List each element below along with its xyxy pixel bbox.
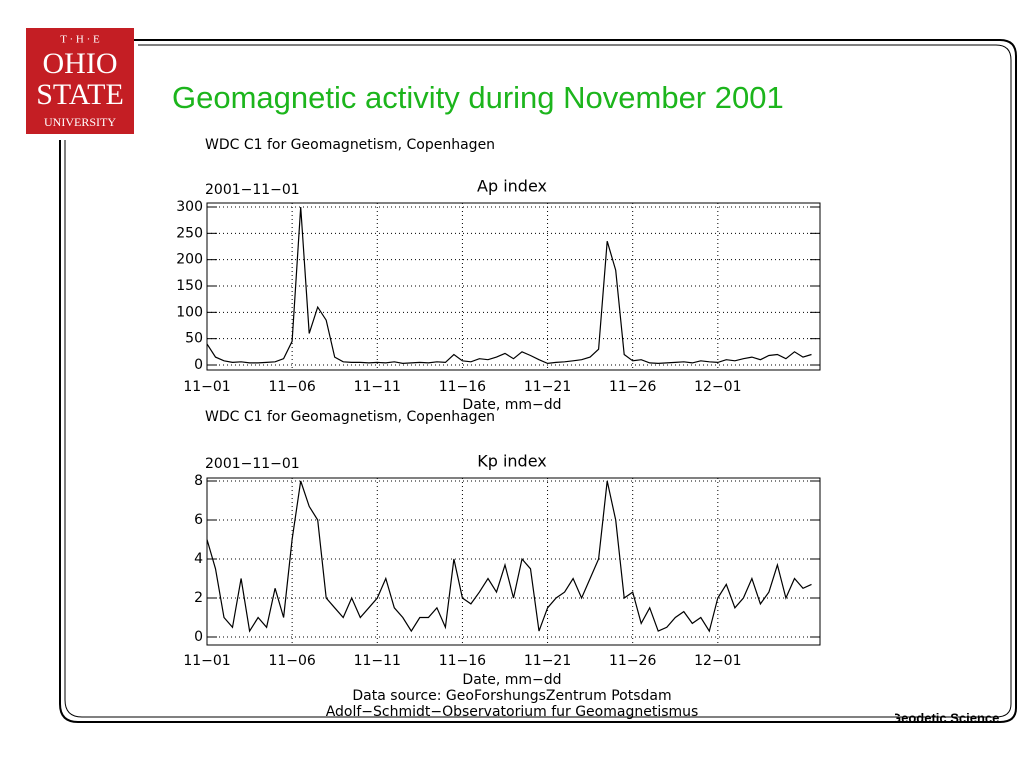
x-tick-label: 11−01 bbox=[183, 379, 230, 395]
x-tick-label: 11−16 bbox=[439, 653, 486, 669]
y-tick-label: 300 bbox=[176, 199, 203, 215]
y-tick-label: 8 bbox=[194, 473, 203, 489]
x-tick-label: 12−01 bbox=[694, 379, 741, 395]
logo: T · H · E OHIO STATE UNIVERSITY bbox=[26, 28, 134, 134]
slide-title: Geomagnetic activity during November 200… bbox=[172, 80, 784, 115]
x-tick-label: 11−06 bbox=[268, 653, 315, 669]
x-tick-label: 11−11 bbox=[354, 653, 401, 669]
y-tick-label: 0 bbox=[194, 629, 203, 645]
xlabel-clip: Date, mm−dd bbox=[462, 672, 561, 688]
source-line: Data source: GeoForshungsZentrum Potsdam bbox=[352, 688, 671, 704]
chart: WDC C1 for Geomagnetism, Copenhagen 2001−… bbox=[176, 137, 821, 413]
xlabel-clip: Date, mm−dd bbox=[462, 397, 561, 413]
y-tick-label: 200 bbox=[176, 252, 203, 268]
footer: Geodetic Science bbox=[891, 710, 999, 725]
source-line: Adolf−Schmidt−Observatorium fur Geomagne… bbox=[326, 704, 699, 720]
y-tick-label: 4 bbox=[194, 551, 203, 567]
y-tick-label: 0 bbox=[194, 357, 203, 373]
logo-text: OHIO bbox=[43, 47, 118, 80]
x-tick-label: 11−06 bbox=[268, 379, 315, 395]
y-tick-label: 250 bbox=[176, 225, 203, 241]
y-tick-label: 50 bbox=[185, 331, 203, 347]
frame bbox=[59, 39, 1017, 723]
x-tick-label: 11−21 bbox=[524, 653, 571, 669]
x-tick-label: 11−21 bbox=[524, 379, 571, 395]
plot-frame bbox=[206, 202, 821, 371]
y-tick-label: 6 bbox=[194, 512, 203, 528]
x-tick-label: 11−01 bbox=[183, 653, 230, 669]
chart-annotation: 2001−11−01 bbox=[205, 456, 300, 472]
logo-text: STATE bbox=[36, 78, 124, 111]
x-tick-label: 11−26 bbox=[609, 653, 656, 669]
x-axis-label: Date, mm−dd bbox=[462, 672, 561, 688]
chart-subtitle: WDC C1 for Geomagnetism, Copenhagen bbox=[205, 137, 495, 153]
x-tick-label: 11−16 bbox=[439, 379, 486, 395]
plot-frame bbox=[206, 477, 821, 646]
data-line bbox=[206, 206, 812, 365]
chart-title: Ap index bbox=[477, 177, 547, 196]
chart: WDC C1 for Geomagnetism, Copenhagen 2001−… bbox=[183, 409, 821, 688]
y-tick-label: 150 bbox=[176, 278, 203, 294]
x-tick-label: 11−26 bbox=[609, 379, 656, 395]
logo-text: UNIVERSITY bbox=[44, 115, 116, 129]
y-tick-label: 2 bbox=[194, 590, 203, 606]
x-tick-label: 11−11 bbox=[354, 379, 401, 395]
chart-title: Kp index bbox=[477, 452, 547, 471]
logo-box bbox=[26, 28, 134, 134]
y-tick-label: 100 bbox=[176, 304, 203, 320]
data-line bbox=[206, 480, 812, 633]
chart-subtitle: WDC C1 for Geomagnetism, Copenhagen bbox=[205, 409, 495, 425]
footer-clip: Geodetic Science bbox=[891, 710, 999, 725]
x-axis-label: Date, mm−dd bbox=[462, 397, 561, 413]
x-tick-label: 12−01 bbox=[694, 653, 741, 669]
chart-annotation: 2001−11−01 bbox=[205, 182, 300, 198]
logo-text: T · H · E bbox=[60, 34, 100, 46]
